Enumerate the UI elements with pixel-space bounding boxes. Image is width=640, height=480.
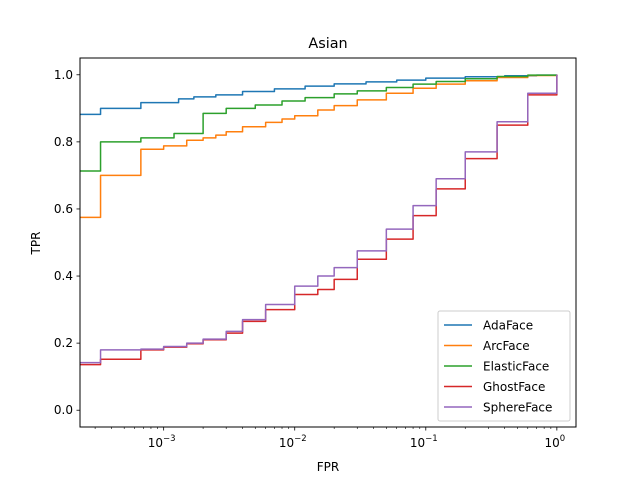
series-line-sphereface xyxy=(80,74,558,364)
y-tick-label: 0.0 xyxy=(54,403,73,417)
x-axis-ticks: 10−3 10−2 10−1 100 xyxy=(94,427,565,450)
y-tick-label: 0.4 xyxy=(54,269,73,283)
legend-label-sphereface: SphereFace xyxy=(483,401,552,415)
y-tick-label: 1.0 xyxy=(54,68,73,82)
chart-title: Asian xyxy=(308,36,347,52)
x-tick-label: 10−1 xyxy=(410,434,438,450)
legend-label-arcface: ArcFace xyxy=(483,339,530,353)
series-line-adaface xyxy=(80,74,558,116)
y-tick-label: 0.8 xyxy=(54,135,73,149)
legend-label-elasticface: ElasticFace xyxy=(483,360,549,374)
series-line-arcface xyxy=(80,74,558,219)
y-axis-ticks: 0.0 0.2 0.4 0.6 0.8 1.0 xyxy=(54,68,80,417)
y-tick-label: 0.6 xyxy=(54,202,73,216)
legend-label-adaface: AdaFace xyxy=(483,319,533,333)
axes-frame xyxy=(79,57,577,428)
series-line-elasticface xyxy=(80,74,558,172)
plot-area xyxy=(80,74,558,366)
x-tick-label: 100 xyxy=(544,434,565,450)
x-tick-label: 10−3 xyxy=(148,434,176,450)
legend-label-ghostface: GhostFace xyxy=(483,380,545,394)
y-axis-label: TPR xyxy=(29,232,43,256)
y-tick-label: 0.2 xyxy=(54,336,73,350)
legend: AdaFace ArcFace ElasticFace GhostFace Sphere… xyxy=(437,310,571,422)
legend-box xyxy=(437,310,571,422)
x-axis-label: FPR xyxy=(317,460,339,474)
x-tick-label: 10−2 xyxy=(279,434,307,450)
